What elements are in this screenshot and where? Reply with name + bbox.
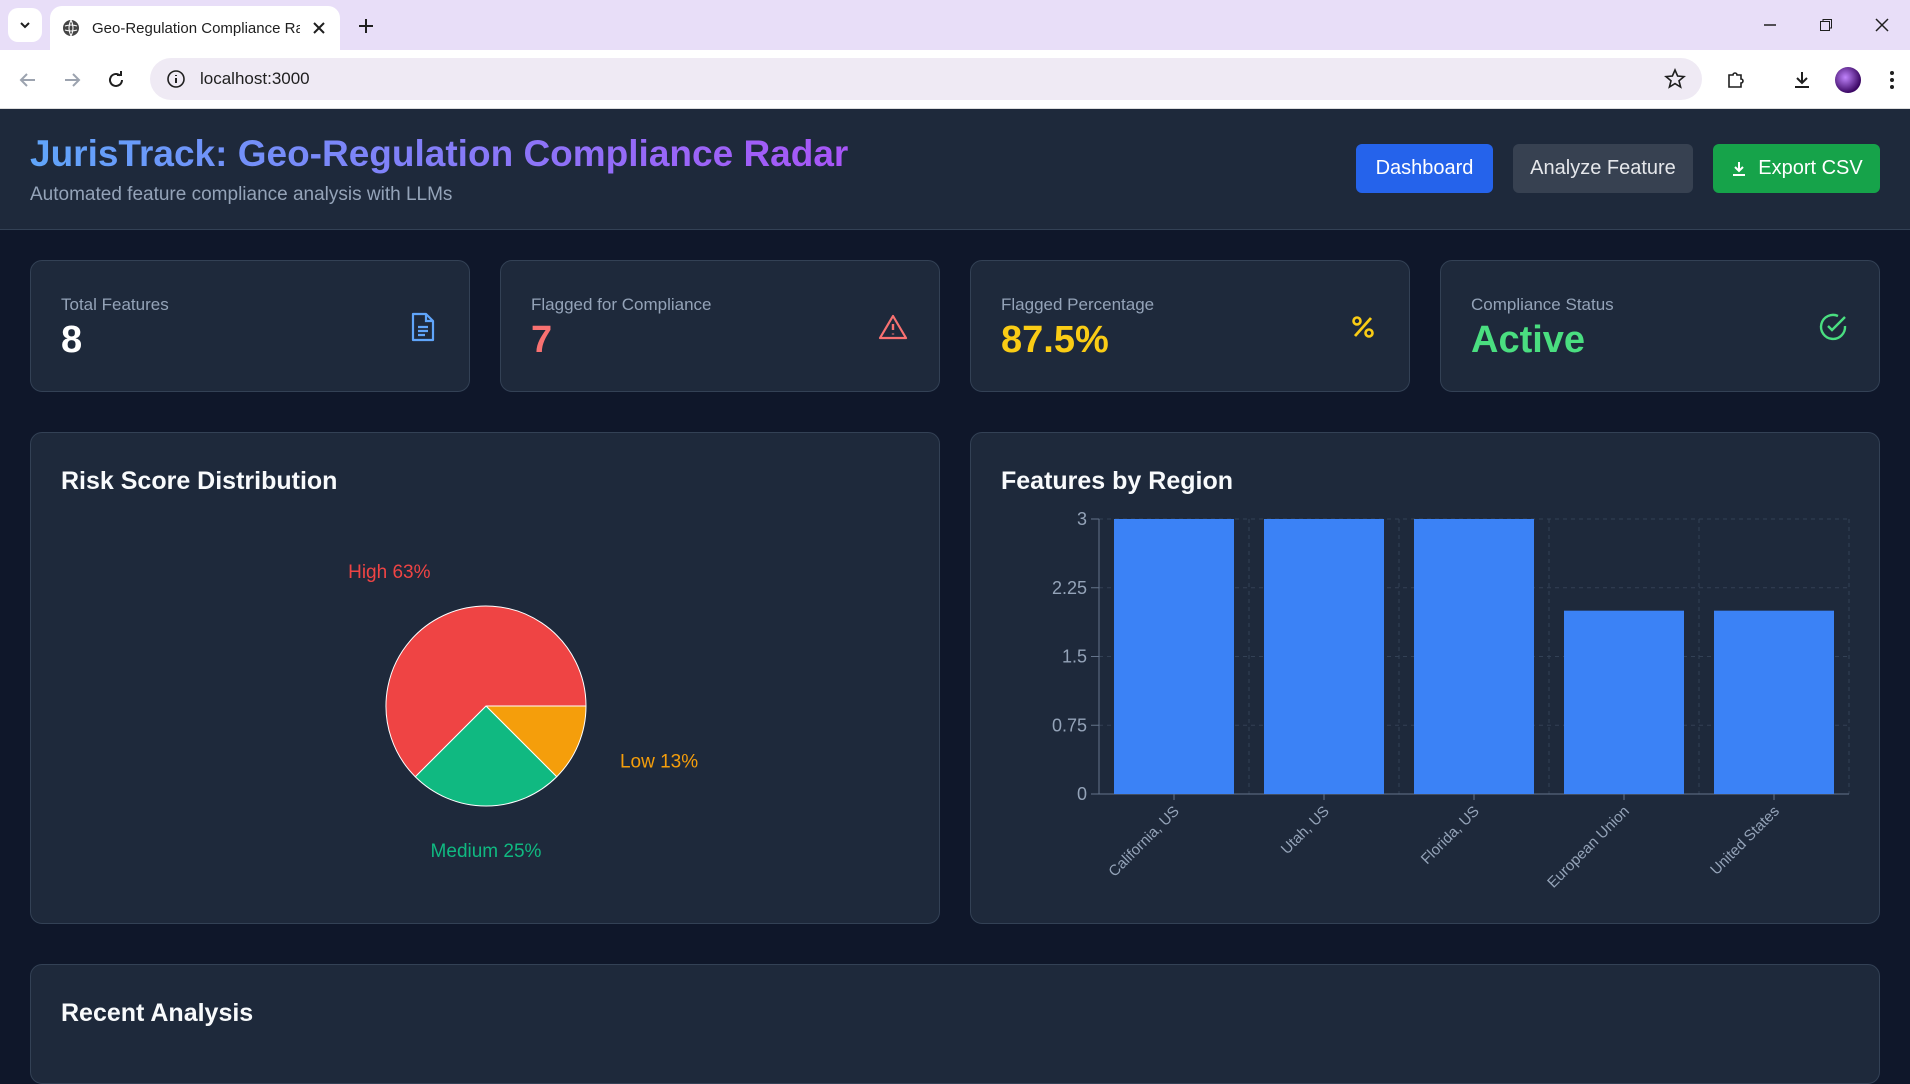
page-title: JurisTrack: Geo-Regulation Compliance Ra… xyxy=(30,133,849,174)
x-tick-label: Florida, US xyxy=(1418,803,1483,868)
tab-title: Geo-Regulation Compliance Ra xyxy=(92,19,300,37)
arrow-left-icon xyxy=(19,73,35,87)
stat-value: 7 xyxy=(531,319,553,361)
globe-icon xyxy=(63,19,79,37)
more-vertical-icon xyxy=(1890,71,1894,89)
pie-label-low: Low 13% xyxy=(620,751,698,772)
stat-card-compliance-status: Compliance Status Active xyxy=(1440,260,1880,392)
url-text: localhost:3000 xyxy=(200,69,310,88)
browser-tab[interactable]: Geo-Regulation Compliance Ra xyxy=(50,6,340,50)
panel-title: Features by Region xyxy=(1001,467,1233,495)
x-tick-label: United States xyxy=(1707,803,1783,879)
dashboard-button[interactable]: Dashboard xyxy=(1356,144,1493,193)
risk-distribution-panel: Risk Score Distribution Low 13% Medium 25… xyxy=(30,432,940,924)
address-bar[interactable]: localhost:3000 xyxy=(150,58,1702,100)
stat-value: 87.5% xyxy=(1001,319,1109,361)
browser-toolbar: localhost:3000 xyxy=(0,50,1910,109)
export-csv-label: Export CSV xyxy=(1758,157,1863,179)
stat-card-total-features: Total Features 8 xyxy=(30,260,470,392)
pie-slice-medium[interactable] xyxy=(414,705,558,807)
bookmark-star-icon[interactable] xyxy=(1664,68,1686,90)
plus-icon xyxy=(359,19,373,33)
chevron-down-icon xyxy=(20,22,30,29)
bar[interactable] xyxy=(1264,519,1384,794)
bar[interactable] xyxy=(1714,610,1834,794)
region-bar-chart: 0 0.75 1.5 2.25 3 California, US Utah, US Flori… xyxy=(1052,509,1850,892)
download-icon xyxy=(1795,72,1809,88)
avatar xyxy=(1835,67,1861,93)
close-icon xyxy=(1875,18,1889,32)
y-tick-label: 3 xyxy=(1077,509,1087,529)
pie-slice-high[interactable] xyxy=(385,605,587,778)
restore-button[interactable] xyxy=(1798,0,1854,50)
stat-card-flagged: Flagged for Compliance 7 xyxy=(500,260,940,392)
pie-label-medium: Medium 25% xyxy=(431,841,542,862)
stat-label: Compliance Status xyxy=(1471,295,1614,314)
puzzle-icon xyxy=(1728,72,1744,88)
close-window-button[interactable] xyxy=(1854,0,1910,50)
y-tick-label: 0 xyxy=(1077,784,1087,804)
y-tick-label: 1.5 xyxy=(1062,647,1087,667)
minimize-button[interactable] xyxy=(1742,0,1798,50)
document-icon xyxy=(407,311,439,343)
browser-tab-bar: Geo-Regulation Compliance Ra xyxy=(0,0,1910,50)
new-tab-button[interactable] xyxy=(352,12,380,40)
x-tick-label: European Union xyxy=(1544,803,1633,892)
site-info-icon[interactable] xyxy=(166,69,186,89)
tab-search-button[interactable] xyxy=(8,8,42,42)
analyze-feature-button[interactable]: Analyze Feature xyxy=(1513,144,1693,193)
recent-analysis-panel: Recent Analysis xyxy=(30,964,1880,1084)
check-circle-icon xyxy=(1817,311,1849,343)
back-button[interactable] xyxy=(12,64,44,96)
minimize-icon xyxy=(1764,24,1776,26)
stat-label: Flagged Percentage xyxy=(1001,295,1155,314)
stat-label: Flagged for Compliance xyxy=(531,295,712,314)
x-tick-label: California, US xyxy=(1105,803,1182,880)
arrow-right-icon xyxy=(65,73,81,87)
warning-icon xyxy=(877,311,909,343)
menu-button[interactable] xyxy=(1876,64,1908,96)
panel-title: Risk Score Distribution xyxy=(61,467,338,495)
percent-icon xyxy=(1347,311,1379,343)
y-tick-label: 0.75 xyxy=(1052,715,1087,735)
pie-slice-low[interactable] xyxy=(484,705,587,778)
panel-title: Recent Analysis xyxy=(61,999,254,1027)
restore-icon xyxy=(1820,19,1832,31)
profile-button[interactable] xyxy=(1832,64,1864,96)
export-csv-button[interactable]: Export CSV xyxy=(1713,144,1880,193)
stat-value: 8 xyxy=(61,319,83,361)
bar[interactable] xyxy=(1414,519,1534,794)
download-icon xyxy=(1733,161,1746,176)
forward-button[interactable] xyxy=(56,64,88,96)
close-icon[interactable] xyxy=(310,19,328,37)
downloads-button[interactable] xyxy=(1786,64,1818,96)
app-header: JurisTrack: Geo-Regulation Compliance Ra… xyxy=(0,109,1910,230)
pie-label-high: High 63% xyxy=(348,562,430,583)
extensions-button[interactable] xyxy=(1720,64,1752,96)
region-panel: Features by Region 0 0.75 1.5 2.25 3 Californ… xyxy=(970,432,1880,924)
bar[interactable] xyxy=(1564,610,1684,794)
stat-card-flagged-percentage: Flagged Percentage 87.5% xyxy=(970,260,1410,392)
risk-pie-chart: Low 13% Medium 25% High 63% xyxy=(348,562,698,862)
bar[interactable] xyxy=(1114,519,1234,794)
y-tick-label: 2.25 xyxy=(1052,578,1087,598)
reload-icon xyxy=(109,71,123,87)
stat-value: Active xyxy=(1471,319,1586,361)
stat-label: Total Features xyxy=(61,295,169,314)
x-tick-label: Utah, US xyxy=(1278,803,1333,858)
reload-button[interactable] xyxy=(100,64,132,96)
page-subtitle: Automated feature compliance analysis wi… xyxy=(30,184,453,205)
